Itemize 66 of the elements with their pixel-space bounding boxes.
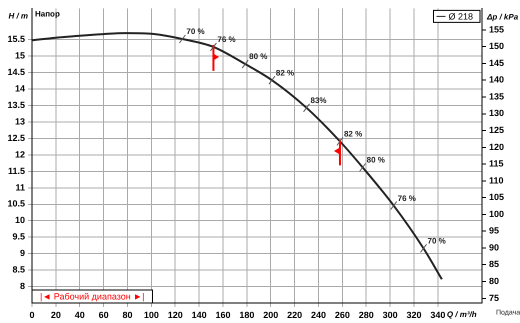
- y2-tick-label: 155: [489, 24, 504, 34]
- y-tick-label: 11.5: [8, 166, 25, 176]
- y-tick-label: 9.5: [12, 232, 25, 242]
- y2-tick-label: 135: [489, 91, 504, 102]
- y2-tick-label: 100: [489, 208, 504, 219]
- x-tick-label: 320: [406, 310, 422, 320]
- x-tick-label: 340: [430, 310, 446, 320]
- x-axis-title: Q / m³/h: [446, 310, 477, 320]
- x-tick-label: 80: [122, 310, 132, 320]
- y-tick-label: 15: [14, 50, 25, 61]
- annotation: |◄ Рабочий диапазон ►|: [40, 291, 144, 302]
- annotation: 70 %: [186, 27, 205, 36]
- y-tick-label: 12: [14, 149, 25, 160]
- x-tick-label: 20: [50, 310, 61, 320]
- x-tick-label: 0: [29, 310, 35, 320]
- y2-tick-label: 95: [489, 226, 500, 236]
- y-tick-label: 10.5: [7, 198, 25, 209]
- y2-tick-label: 145: [489, 58, 504, 68]
- x-tick-label: 280: [358, 310, 374, 320]
- x-tick-label: 260: [334, 310, 350, 320]
- x-tick-label: 40: [74, 310, 85, 320]
- y2-tick-label: 85: [489, 259, 500, 270]
- y-tick-label: 10: [14, 215, 25, 226]
- annotation: 76 %: [398, 194, 416, 203]
- y-tick-label: 8.5: [12, 264, 25, 275]
- y-tick-label: 13: [14, 116, 25, 126]
- y2-tick-label: 140: [489, 74, 504, 85]
- annotation: 80 %: [366, 156, 385, 165]
- x-tick-label: 300: [382, 310, 398, 320]
- x-tick-label: 220: [287, 310, 302, 320]
- y2-tick-label: 105: [489, 192, 504, 202]
- annotation: 82 %: [276, 68, 294, 78]
- annotation: 83%: [310, 96, 327, 106]
- x-tick-label: 140: [192, 310, 207, 320]
- y2-tick-label: 90: [489, 242, 500, 252]
- x-tick-label: 180: [239, 310, 254, 320]
- x-tick-label: 100: [144, 310, 159, 320]
- y-tick-label: 9: [20, 248, 25, 258]
- y-tick-label: 12.5: [7, 132, 25, 143]
- y2-tick-label: 125: [489, 125, 504, 136]
- y-tick-label: 8: [20, 281, 25, 292]
- legend-label: Ø 218: [448, 11, 474, 22]
- x-tick-label: 240: [310, 310, 326, 320]
- x-tick-label: 200: [263, 310, 278, 320]
- annotation: 70 %: [428, 236, 446, 246]
- x-tick-label: 60: [98, 310, 109, 320]
- y2-tick-label: 110: [489, 175, 504, 186]
- y-axis-title: H / m: [8, 12, 28, 21]
- y2-tick-label: 80: [489, 276, 500, 286]
- y-tick-label: 14.5: [7, 67, 25, 78]
- annotation: 80 %: [249, 52, 268, 62]
- y2-tick-label: 130: [489, 108, 504, 118]
- annotation: 82 %: [344, 130, 362, 139]
- x-tick-label: 120: [168, 310, 183, 320]
- annotation: 76 %: [217, 35, 236, 44]
- y2-tick-label: 120: [489, 142, 504, 152]
- y2-axis-title: Δp / kPa: [486, 12, 519, 22]
- y2-tick-label: 150: [489, 41, 504, 52]
- y-tick-label: 15.5: [7, 34, 25, 44]
- y-tick-label: 14: [14, 84, 25, 94]
- y-tick-label: 13.5: [7, 100, 25, 110]
- x-tick-label: 160: [215, 310, 230, 320]
- y-tick-label: 11: [15, 182, 25, 192]
- chart-title: Напор: [35, 10, 60, 19]
- y2-tick-label: 75: [489, 292, 500, 303]
- y2-tick-label: 115: [489, 158, 504, 169]
